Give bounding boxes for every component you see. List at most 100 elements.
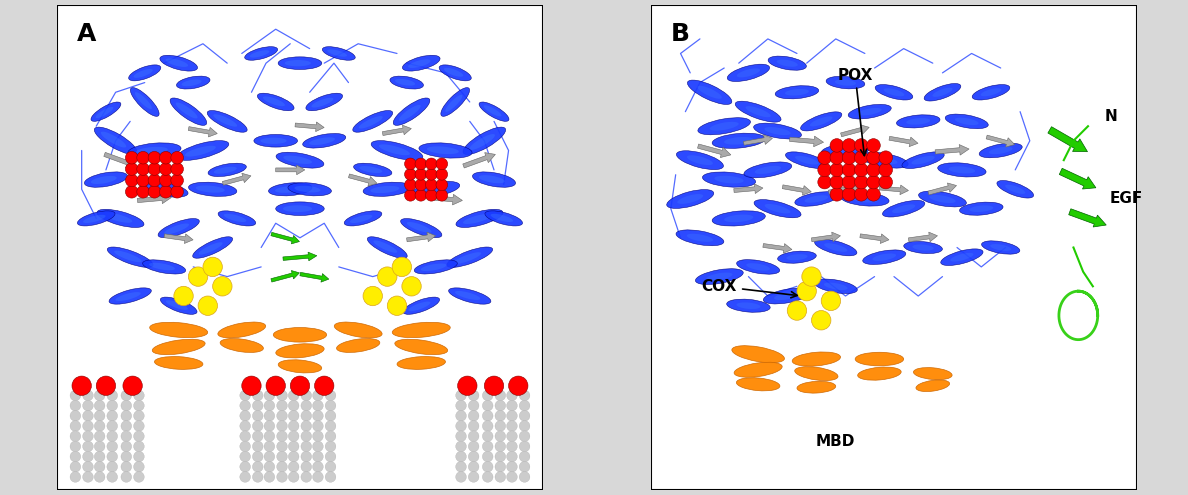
FancyArrow shape: [299, 272, 329, 282]
Circle shape: [159, 151, 172, 164]
Circle shape: [173, 286, 194, 306]
FancyBboxPatch shape: [651, 5, 1137, 490]
Circle shape: [506, 451, 517, 462]
Ellipse shape: [276, 202, 324, 215]
Circle shape: [171, 163, 183, 175]
Ellipse shape: [688, 80, 732, 104]
Circle shape: [70, 431, 81, 442]
Ellipse shape: [727, 64, 770, 82]
Circle shape: [519, 431, 530, 442]
Ellipse shape: [90, 176, 116, 184]
Ellipse shape: [217, 322, 266, 338]
Circle shape: [137, 174, 150, 187]
Ellipse shape: [359, 116, 383, 129]
FancyArrow shape: [763, 244, 792, 253]
Circle shape: [312, 451, 323, 462]
FancyArrow shape: [188, 127, 217, 137]
FancyArrow shape: [463, 152, 495, 168]
Ellipse shape: [884, 88, 904, 97]
FancyArrow shape: [138, 193, 171, 203]
Circle shape: [301, 431, 311, 442]
Ellipse shape: [832, 147, 859, 154]
Ellipse shape: [208, 163, 246, 177]
Ellipse shape: [463, 214, 491, 224]
Circle shape: [495, 390, 506, 401]
Circle shape: [171, 151, 183, 164]
Circle shape: [506, 421, 517, 431]
FancyArrow shape: [928, 183, 956, 195]
Circle shape: [867, 139, 880, 152]
Circle shape: [107, 390, 118, 401]
Ellipse shape: [918, 191, 966, 207]
Ellipse shape: [409, 301, 430, 311]
Circle shape: [482, 400, 493, 411]
Circle shape: [468, 421, 479, 431]
Ellipse shape: [164, 223, 189, 234]
Ellipse shape: [322, 47, 355, 60]
Circle shape: [312, 431, 323, 442]
Ellipse shape: [336, 339, 380, 352]
Ellipse shape: [158, 219, 200, 238]
Text: B: B: [671, 22, 690, 46]
Circle shape: [96, 376, 115, 396]
FancyArrow shape: [276, 165, 305, 175]
Circle shape: [326, 461, 336, 472]
FancyArrow shape: [841, 125, 870, 137]
Ellipse shape: [278, 360, 322, 373]
Ellipse shape: [906, 118, 930, 125]
Circle shape: [468, 451, 479, 462]
Ellipse shape: [795, 156, 819, 164]
Ellipse shape: [273, 328, 327, 342]
Circle shape: [133, 441, 144, 452]
Ellipse shape: [276, 186, 301, 193]
Ellipse shape: [456, 209, 503, 228]
Circle shape: [301, 461, 311, 472]
Ellipse shape: [441, 88, 469, 116]
Circle shape: [198, 296, 217, 315]
Circle shape: [482, 421, 493, 431]
Circle shape: [312, 390, 323, 401]
Circle shape: [495, 451, 506, 462]
Circle shape: [506, 461, 517, 472]
Circle shape: [252, 461, 263, 472]
Ellipse shape: [801, 112, 842, 131]
Circle shape: [133, 400, 144, 411]
Circle shape: [830, 175, 843, 189]
Circle shape: [70, 441, 81, 452]
Circle shape: [879, 175, 892, 189]
Ellipse shape: [455, 291, 480, 300]
Ellipse shape: [150, 322, 208, 338]
Circle shape: [133, 472, 144, 482]
Circle shape: [107, 441, 118, 452]
Circle shape: [133, 431, 144, 442]
Circle shape: [148, 163, 160, 175]
Circle shape: [519, 451, 530, 462]
Circle shape: [312, 461, 323, 472]
Ellipse shape: [904, 242, 942, 253]
FancyArrow shape: [909, 232, 937, 242]
Ellipse shape: [744, 162, 791, 178]
Circle shape: [252, 410, 263, 421]
Circle shape: [854, 139, 868, 152]
FancyArrow shape: [164, 234, 194, 244]
Ellipse shape: [154, 356, 203, 369]
Ellipse shape: [371, 186, 399, 193]
Circle shape: [519, 421, 530, 431]
Circle shape: [240, 421, 251, 431]
Ellipse shape: [852, 196, 878, 202]
Ellipse shape: [403, 55, 440, 71]
Circle shape: [315, 376, 334, 396]
Circle shape: [277, 451, 287, 462]
Circle shape: [83, 390, 94, 401]
Circle shape: [94, 390, 105, 401]
Circle shape: [137, 163, 150, 175]
Ellipse shape: [419, 143, 472, 158]
Circle shape: [94, 451, 105, 462]
Ellipse shape: [160, 55, 197, 71]
Ellipse shape: [220, 339, 264, 352]
Ellipse shape: [278, 57, 322, 69]
Circle shape: [405, 168, 416, 180]
Circle shape: [468, 461, 479, 472]
Circle shape: [121, 472, 132, 482]
Ellipse shape: [258, 93, 295, 111]
